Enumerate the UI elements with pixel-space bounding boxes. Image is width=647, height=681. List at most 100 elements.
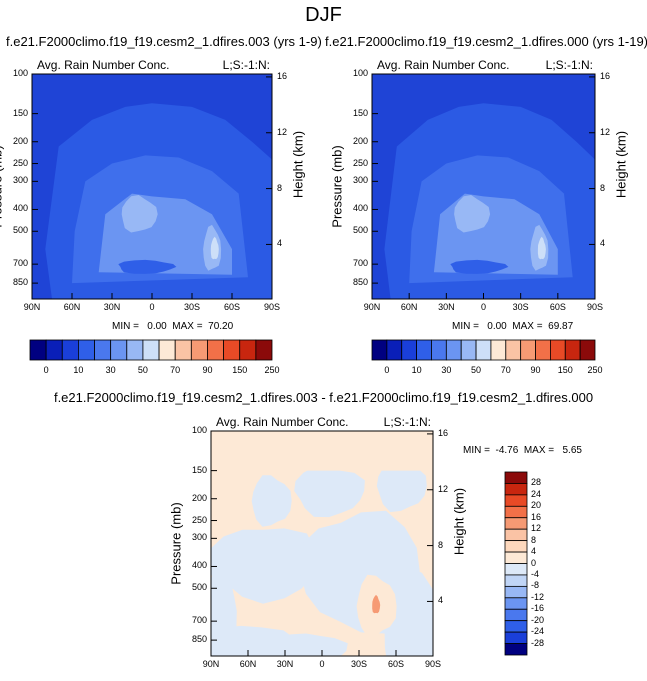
colorbar-swatch	[174, 339, 192, 361]
y2-tick-label: 12	[438, 483, 449, 494]
x-tick-label: 30N	[438, 302, 455, 312]
colorbar-label: -12	[531, 591, 545, 602]
y2-tick-label: 8	[600, 182, 606, 193]
figure-title: DJF	[305, 4, 342, 26]
x-tick-label: 90S	[586, 302, 603, 312]
colorbar-label: -28	[531, 637, 545, 648]
y-tick-label: 500	[12, 225, 28, 236]
y2-tick-label: 12	[277, 126, 288, 137]
colorbar-swatch	[505, 339, 522, 361]
x-tick-label: 90N	[363, 302, 381, 312]
colorbar-swatch	[504, 551, 528, 564]
colorbar-swatch	[158, 339, 176, 361]
y2-tick-label: 4	[277, 238, 283, 249]
colorbar-label: -4	[531, 568, 540, 579]
panel-3-field	[211, 431, 433, 656]
colorbar-swatch	[504, 608, 528, 622]
y-tick-label: 700	[352, 258, 368, 269]
colorbar-label: -20	[531, 614, 545, 625]
y-tick-label: 850	[191, 634, 207, 645]
panel-label-right: L;S:-1:N:	[222, 58, 270, 72]
y-tick-label: 100	[12, 68, 28, 78]
x-tick-label: 60N	[63, 302, 81, 312]
colorbar	[371, 339, 596, 361]
y-tick-label: 150	[191, 464, 207, 475]
colorbar-swatch	[564, 339, 581, 361]
y-tick-label: 100	[191, 425, 207, 435]
colorbar-label: 16	[531, 511, 542, 522]
y2-tick-label: 16	[600, 70, 611, 81]
colorbar-label: 4	[531, 546, 537, 557]
min-max-text: MIN = 0.00 MAX = 69.87	[452, 321, 574, 332]
colorbar-swatch	[475, 339, 492, 361]
y-tick-label: 300	[191, 532, 207, 543]
colorbar-swatch	[401, 339, 418, 361]
y-tick-label: 250	[352, 157, 368, 168]
colorbar-swatch	[94, 339, 112, 361]
colorbar-label: 28	[531, 477, 542, 488]
colorbar-label: 20	[531, 500, 542, 511]
colorbar-label: 0	[384, 365, 390, 375]
panel-3-title: f.e21.F2000climo.f19_f19.cesm2_1.dfires.…	[53, 390, 594, 405]
y-tick-label: 700	[191, 615, 207, 626]
y-tick-label: 850	[352, 277, 368, 288]
colorbar-swatch	[504, 585, 528, 599]
colorbar-swatch	[431, 339, 447, 361]
x-tick-label: 90N	[202, 659, 220, 669]
colorbar-swatch	[255, 339, 273, 361]
colorbar-label: 50	[471, 365, 482, 375]
colorbar-swatch	[223, 339, 241, 361]
colorbar-swatch	[190, 339, 208, 361]
colorbar-label: 12	[531, 523, 542, 534]
y2-tick-label: 8	[438, 539, 444, 550]
y-tick-label: 100	[352, 68, 368, 78]
y-tick-label: 300	[12, 175, 28, 186]
y-tick-label: 250	[12, 157, 28, 168]
colorbar-swatch	[460, 339, 477, 361]
y-tick-label: 200	[352, 135, 368, 146]
panel-3-axes	[210, 430, 434, 657]
y-tick-label: 200	[191, 492, 207, 503]
x-tick-label: 60S	[223, 302, 240, 312]
colorbar-label: 30	[105, 365, 116, 375]
colorbar-label: 0	[43, 365, 49, 375]
panel-1-title: f.e21.F2000climo.f19_f19.cesm2_1.dfires.…	[6, 34, 322, 49]
colorbar-label: 150	[557, 365, 573, 375]
y2-tick-label: 16	[438, 427, 449, 438]
x-tick-label: 30S	[350, 659, 367, 669]
x-tick-label: 30N	[276, 659, 294, 669]
colorbar-swatch	[504, 471, 528, 484]
y-tick-label: 200	[12, 135, 28, 146]
x-tick-label: 0	[480, 302, 486, 312]
panel-label-right: L;S:-1:N:	[383, 415, 431, 429]
colorbar-label: 90	[530, 365, 541, 375]
colorbar-swatch	[445, 339, 462, 361]
colorbar-label: 24	[531, 488, 542, 499]
y2label: Height (km)	[613, 130, 629, 198]
colorbar-label: -8	[531, 580, 540, 591]
y-tick-label: 400	[12, 203, 28, 214]
colorbar-swatch	[490, 339, 507, 361]
colorbar-swatch	[78, 339, 95, 361]
colorbar	[29, 339, 273, 361]
colorbar-label: 10	[411, 365, 422, 375]
x-tick-label: 60N	[400, 302, 418, 312]
x-tick-label: 30S	[183, 302, 200, 312]
panel-label-left: Avg. Rain Number Conc.	[377, 58, 510, 72]
colorbar-label: 250	[587, 365, 603, 375]
ylabel: Pressure (mb)	[168, 501, 184, 585]
colorbar-swatch	[520, 339, 536, 361]
y2label: Height (km)	[290, 130, 306, 198]
y-tick-label: 500	[352, 225, 368, 236]
colorbar-swatch	[386, 339, 403, 361]
x-tick-label: 0	[149, 302, 155, 312]
colorbar-swatch	[504, 494, 528, 507]
panel-2-field	[372, 74, 595, 299]
panel-label-left: Avg. Rain Number Conc.	[37, 58, 170, 72]
colorbar-swatch	[504, 517, 528, 530]
colorbar-label: -24	[531, 626, 545, 637]
colorbar-swatch	[504, 505, 528, 519]
y2-tick-label: 16	[277, 70, 288, 81]
x-tick-label: 90S	[424, 659, 441, 669]
colorbar-label: 70	[170, 365, 181, 375]
